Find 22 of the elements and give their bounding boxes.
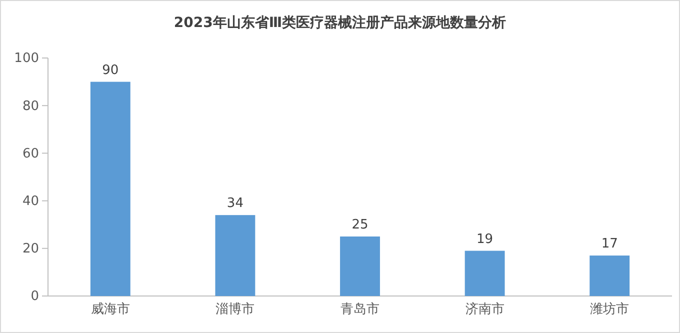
chart-title: 2023年山东省Ⅲ类医疗器械注册产品来源地数量分析 [174, 14, 506, 31]
x-tick-label: 潍坊市 [590, 302, 630, 318]
y-tick-label: 20 [22, 242, 39, 257]
data-label: 25 [352, 218, 368, 232]
bar [215, 215, 256, 296]
bar [340, 236, 380, 296]
y-tick-label: 0 [30, 289, 39, 304]
y-tick-label: 60 [22, 146, 39, 162]
x-tick-label: 淄博市 [216, 302, 255, 318]
y-tick-label: 80 [22, 98, 39, 114]
data-label: 17 [601, 236, 618, 252]
data-label: 19 [476, 232, 494, 247]
data-label: 90 [102, 62, 119, 78]
x-tick-label: 济南市 [465, 302, 504, 318]
bar [90, 82, 130, 296]
bar [590, 256, 630, 296]
y-tick-label: 100 [14, 51, 39, 66]
y-tick-label: 40 [22, 194, 39, 209]
x-tick-label: 青岛市 [340, 302, 380, 318]
data-label: 34 [226, 196, 244, 212]
x-tick-label: 威海市 [90, 302, 130, 318]
bar [464, 250, 505, 296]
